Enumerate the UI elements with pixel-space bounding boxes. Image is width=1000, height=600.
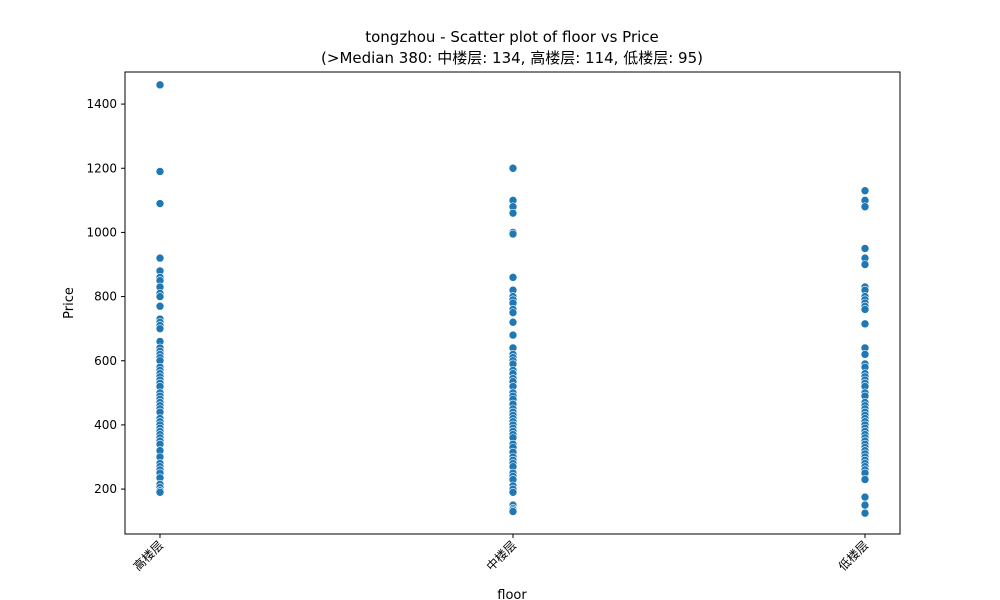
data-points	[155, 80, 870, 518]
scatter-point	[860, 202, 870, 212]
scatter-point	[860, 186, 870, 196]
scatter-point	[508, 330, 518, 340]
scatter-point	[508, 507, 518, 516]
scatter-point	[155, 167, 165, 176]
y-axis: 200 400 600 800 1000 1200 1400	[86, 97, 125, 496]
scatter-point	[508, 273, 518, 282]
y-tick-label: 1200	[86, 161, 117, 175]
x-tick-label: 中楼层	[483, 538, 519, 574]
scatter-point	[155, 199, 165, 208]
scatter-point	[860, 244, 870, 253]
y-tick-label: 800	[94, 290, 117, 304]
y-tick-label: 600	[94, 354, 117, 368]
scatter-point	[860, 350, 870, 359]
scatter-point	[860, 319, 870, 329]
scatter-point	[860, 508, 870, 518]
x-axis: 高楼层 中楼层 低楼层	[130, 534, 871, 574]
scatter-point	[155, 292, 165, 301]
y-axis-label: Price	[62, 287, 77, 319]
scatter-point	[860, 500, 870, 510]
scatter-point	[860, 305, 870, 314]
scatter-point	[508, 229, 518, 239]
scatter-point	[860, 492, 870, 502]
x-axis-label: floor	[497, 588, 527, 600]
scatter-point	[155, 487, 165, 497]
chart-title: tongzhou - Scatter plot of floor vs Pric…	[365, 28, 659, 46]
scatter-point	[155, 324, 165, 333]
scatter-point	[508, 308, 518, 317]
scatter-point	[860, 475, 870, 484]
scatter-point	[508, 317, 518, 327]
x-tick-label: 高楼层	[130, 538, 166, 574]
scatter-point	[508, 208, 518, 218]
chart-subtitle: (>Median 380: 中楼层: 134, 高楼层: 114, 低楼层: 9…	[321, 49, 703, 67]
scatter-point	[155, 80, 165, 90]
y-tick-label: 1000	[86, 225, 117, 239]
scatter-point	[155, 301, 165, 311]
scatter-point	[155, 253, 165, 263]
x-tick-label: 低楼层	[835, 538, 871, 574]
y-tick-label: 1400	[86, 97, 117, 111]
scatter-point	[508, 163, 518, 173]
y-tick-label: 200	[94, 482, 117, 496]
y-tick-label: 400	[94, 418, 117, 432]
scatter-point	[508, 487, 518, 497]
scatter-point	[860, 260, 870, 269]
